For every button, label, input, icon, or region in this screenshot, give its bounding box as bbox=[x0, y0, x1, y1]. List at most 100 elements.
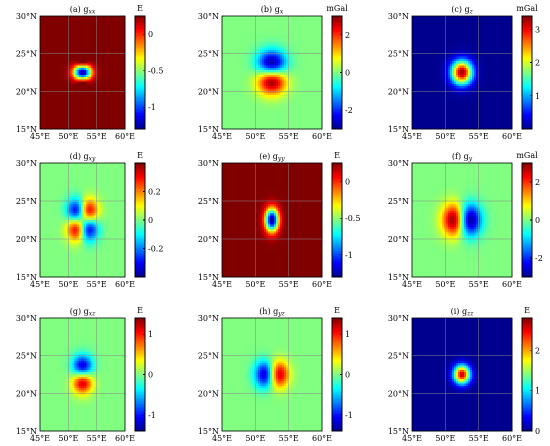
heat-cell bbox=[82, 106, 85, 110]
heat-cell bbox=[87, 104, 90, 107]
heat-cell bbox=[92, 99, 95, 103]
heat-cell bbox=[108, 101, 111, 105]
heat-cell bbox=[65, 99, 68, 103]
heat-cell bbox=[80, 18, 83, 21]
heat-cell bbox=[68, 92, 71, 96]
heat-cell bbox=[119, 43, 122, 46]
heat-cell bbox=[113, 63, 116, 67]
heat-cell bbox=[50, 63, 53, 67]
heat-cell bbox=[84, 27, 87, 30]
heat-cell bbox=[82, 90, 85, 94]
heat-cell bbox=[50, 45, 53, 49]
heat-cell bbox=[79, 16, 82, 19]
heat-cell bbox=[57, 95, 60, 98]
heat-cell bbox=[75, 83, 78, 87]
heat-cell bbox=[70, 110, 73, 114]
heat-cell bbox=[106, 72, 109, 76]
heat-cell bbox=[92, 79, 95, 82]
heat-cell bbox=[106, 20, 109, 24]
heat-cell bbox=[101, 74, 104, 78]
heat-cell bbox=[106, 63, 109, 67]
heat-cell bbox=[91, 110, 94, 114]
heat-cell bbox=[43, 77, 46, 80]
heat-cell bbox=[72, 40, 75, 44]
heat-cell bbox=[108, 34, 111, 37]
heat-cell bbox=[80, 77, 83, 80]
heat-cell bbox=[104, 83, 107, 87]
heat-cell bbox=[55, 108, 58, 112]
heat-cell bbox=[82, 97, 85, 101]
heat-cell bbox=[43, 95, 46, 98]
heat-cell bbox=[62, 83, 65, 87]
heat-cell bbox=[99, 108, 102, 112]
heat-cell bbox=[106, 95, 109, 98]
heat-cell bbox=[65, 16, 68, 19]
heat-cell bbox=[92, 65, 95, 69]
heat-cell bbox=[57, 65, 60, 69]
heat-cell bbox=[77, 72, 80, 76]
heat-cell bbox=[40, 104, 43, 107]
heat-cell bbox=[51, 67, 54, 71]
heat-cell bbox=[92, 63, 95, 67]
heat-cell bbox=[65, 56, 68, 60]
heat-cell bbox=[108, 92, 111, 96]
heat-cell bbox=[121, 22, 124, 26]
heat-cell bbox=[91, 38, 94, 42]
heat-cell bbox=[68, 40, 71, 44]
heat-cell bbox=[91, 108, 94, 112]
heat-cell bbox=[58, 104, 61, 107]
heat-cell bbox=[109, 20, 112, 24]
heat-cell bbox=[72, 54, 75, 58]
heat-cell bbox=[48, 92, 51, 96]
heat-cell bbox=[82, 99, 85, 103]
heat-cell bbox=[72, 70, 75, 73]
heat-cell bbox=[55, 29, 58, 33]
heat-cell bbox=[57, 79, 60, 82]
heat-cell bbox=[50, 40, 53, 44]
heat-cell bbox=[68, 70, 71, 73]
heat-cell bbox=[72, 83, 75, 87]
heat-cell bbox=[68, 16, 71, 19]
heat-cell bbox=[111, 38, 114, 42]
heat-cell bbox=[109, 77, 112, 80]
heat-cell bbox=[40, 67, 43, 71]
heat-cell bbox=[46, 92, 49, 96]
heat-cell bbox=[111, 29, 114, 33]
heat-cell bbox=[82, 40, 85, 44]
heat-cell bbox=[45, 108, 48, 112]
heat-cell bbox=[82, 56, 85, 60]
heat-cell bbox=[113, 101, 116, 105]
heat-cell bbox=[118, 67, 121, 71]
heat-cell bbox=[40, 38, 43, 42]
heat-cell bbox=[97, 83, 100, 87]
heat-cell bbox=[43, 29, 46, 33]
heat-cell bbox=[89, 47, 92, 51]
heat-cell bbox=[77, 61, 80, 64]
heat-cell bbox=[89, 29, 92, 33]
heat-cell bbox=[45, 38, 48, 42]
heat-cell bbox=[84, 95, 87, 98]
heat-cell bbox=[65, 27, 68, 30]
heat-cell bbox=[68, 63, 71, 67]
heat-cell bbox=[41, 45, 44, 49]
heat-cell bbox=[50, 47, 53, 51]
heat-cell bbox=[72, 90, 75, 94]
heat-cell bbox=[99, 101, 102, 105]
heat-cell bbox=[108, 97, 111, 101]
heat-cell bbox=[99, 20, 102, 24]
heat-cell bbox=[92, 70, 95, 73]
heat-cell bbox=[111, 63, 114, 67]
heat-cell bbox=[102, 104, 105, 107]
heat-cell bbox=[94, 25, 97, 28]
heat-cell bbox=[85, 18, 88, 21]
heat-cell bbox=[53, 92, 56, 96]
heat-cell bbox=[97, 92, 100, 96]
heat-cell bbox=[40, 54, 43, 58]
heat-cell bbox=[77, 95, 80, 98]
heat-cell bbox=[55, 65, 58, 69]
heat-cell bbox=[119, 61, 122, 64]
heat-cell bbox=[58, 110, 61, 114]
heat-cell bbox=[68, 74, 71, 78]
heat-cell bbox=[85, 34, 88, 37]
heat-cell bbox=[102, 45, 105, 49]
